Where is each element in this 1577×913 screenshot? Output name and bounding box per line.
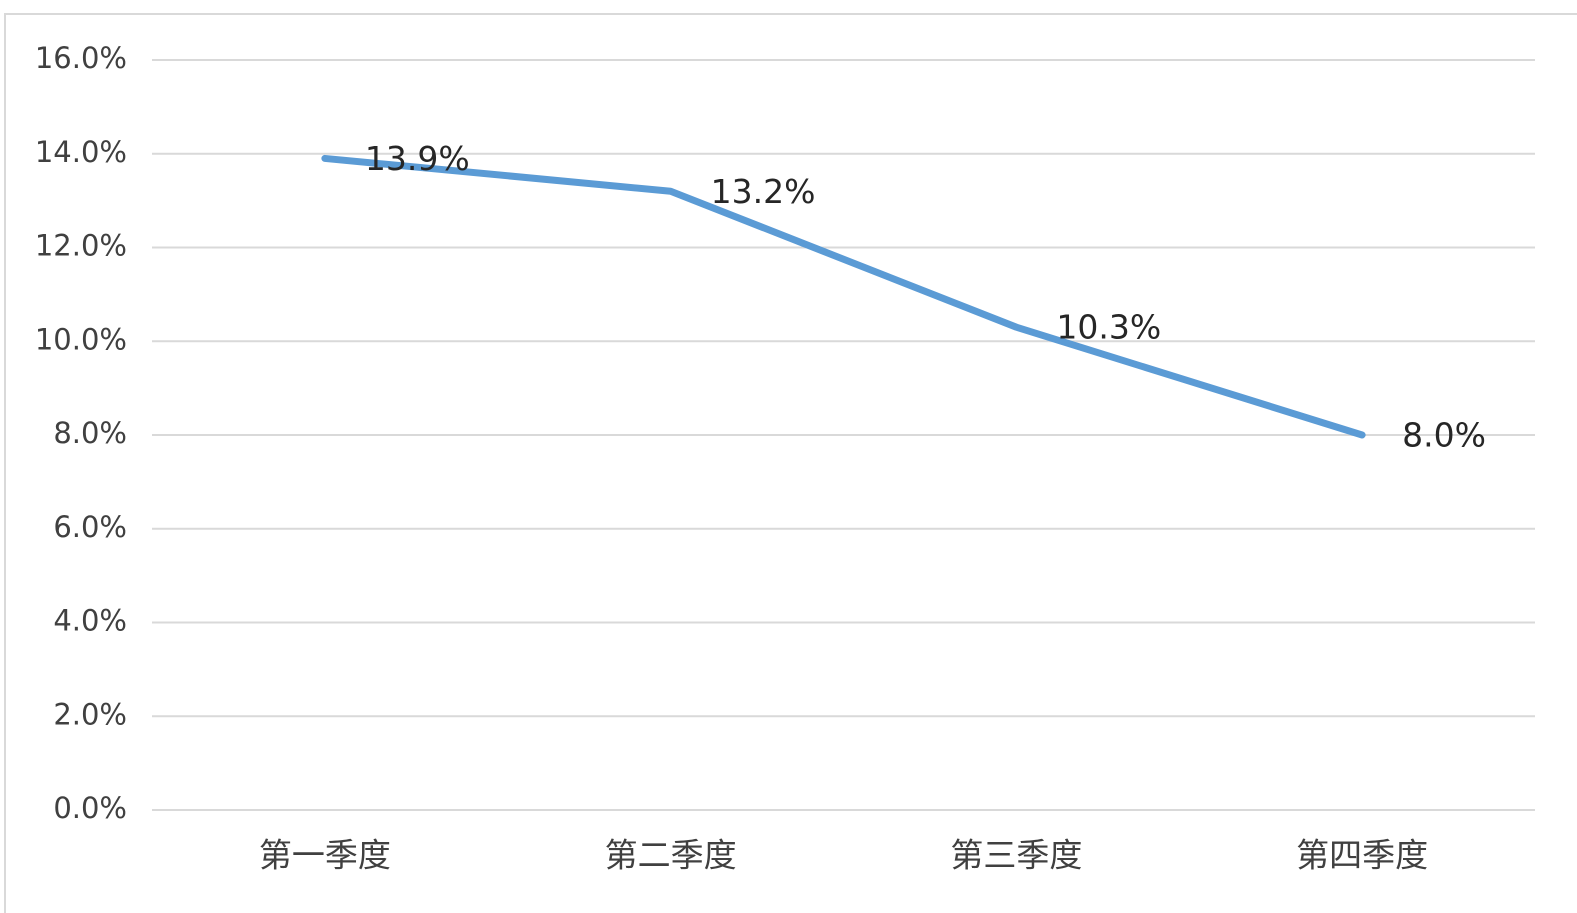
data-label: 8.0%	[1402, 416, 1486, 455]
data-label: 10.3%	[1056, 308, 1161, 347]
data-line	[321, 154, 1366, 439]
y-tick-label: 0.0%	[53, 791, 127, 825]
y-tick-label: 4.0%	[53, 604, 127, 638]
x-tick-label: 第四季度	[1296, 836, 1428, 875]
data-label: 13.9%	[365, 139, 470, 178]
y-tick-label: 8.0%	[53, 416, 127, 450]
y-tick-label: 12.0%	[35, 229, 127, 263]
y-tick-label: 6.0%	[53, 510, 127, 544]
data-label: 13.2%	[711, 172, 816, 211]
y-tick-label: 2.0%	[53, 697, 127, 731]
x-tick-label: 第三季度	[950, 836, 1082, 875]
y-tick-label: 10.0%	[35, 322, 127, 356]
y-tick-label: 16.0%	[35, 41, 127, 75]
x-tick-label: 第二季度	[605, 836, 737, 875]
y-tick-label: 14.0%	[35, 135, 127, 169]
chart-frame	[4, 13, 1577, 913]
x-tick-label: 第一季度	[259, 836, 391, 875]
